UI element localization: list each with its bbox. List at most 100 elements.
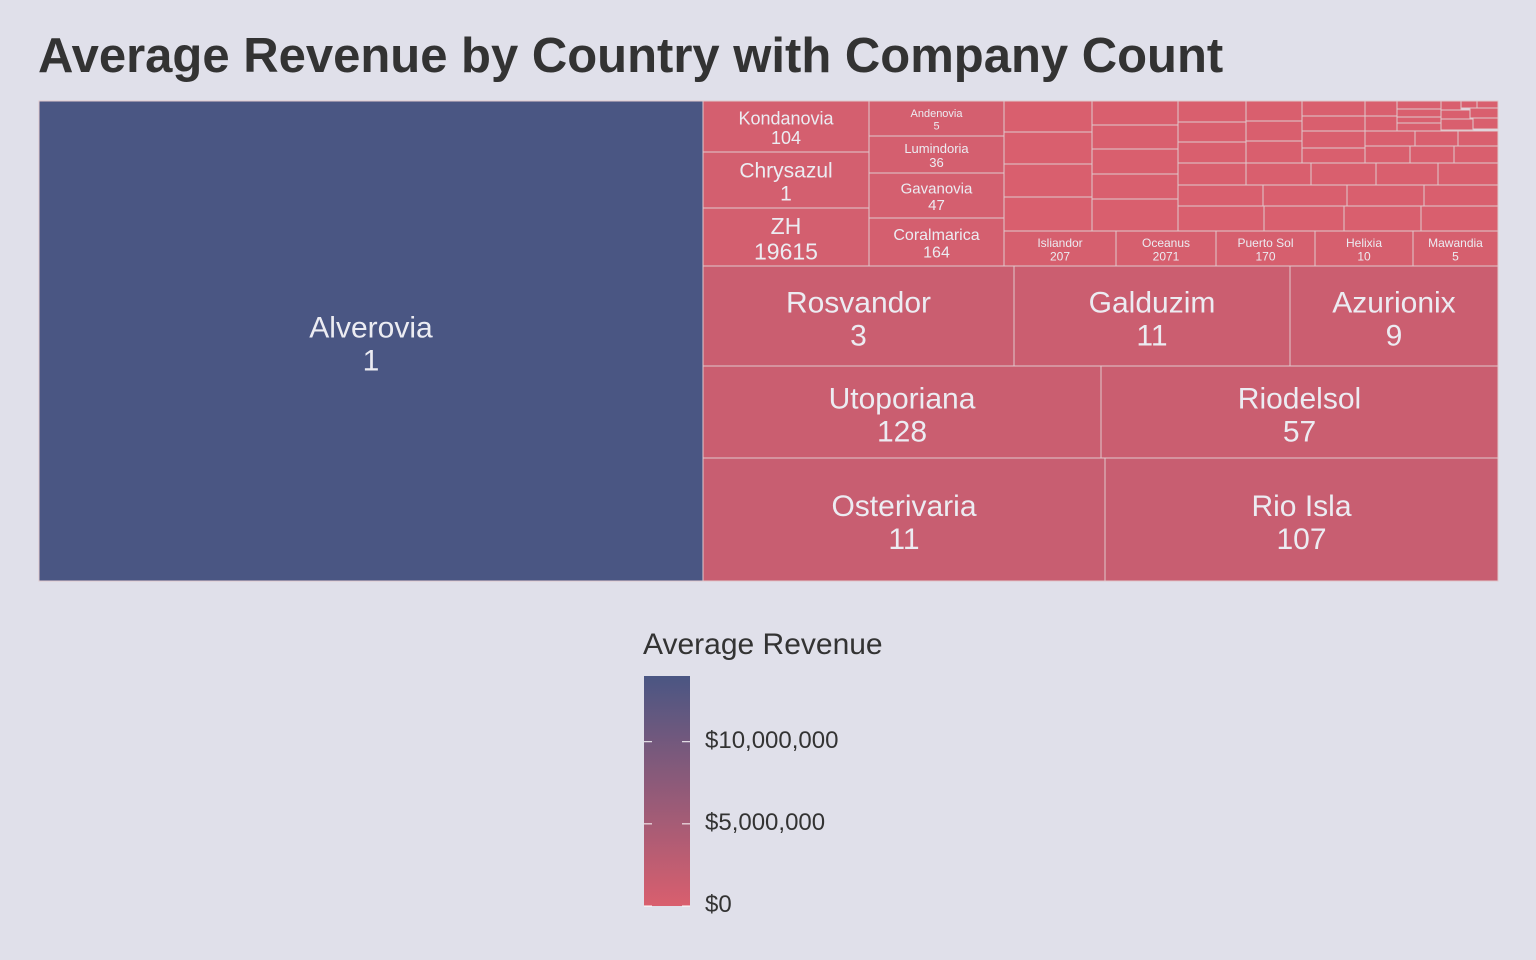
tile-rect [1289, 265, 1499, 367]
treemap-small-tile [1346, 184, 1425, 207]
tile-label: Chrysazul [739, 159, 832, 182]
tile-label: Isliandor [1037, 236, 1082, 250]
tile-count: 164 [923, 245, 950, 262]
treemap-small-tile [1460, 100, 1478, 109]
treemap-small-tile [1177, 100, 1247, 123]
tile-label: Gavanovia [901, 181, 973, 198]
color-legend [644, 676, 690, 907]
treemap-small-tile [1420, 205, 1499, 232]
tile-rect [702, 365, 1102, 459]
tile-label: Puerto Sol [1237, 236, 1293, 250]
tile-count: 5 [1452, 249, 1459, 263]
tile-count: 11 [888, 523, 919, 556]
tile-label: Utoporiana [829, 382, 976, 415]
treemap-small-tile [1440, 118, 1474, 131]
treemap-small-tile [1364, 100, 1398, 117]
tile-count: 19615 [754, 239, 818, 265]
treemap-tiles: Alverovia1Kondanovia104Chrysazul1ZH19615… [38, 100, 1499, 582]
treemap-small-tile [1177, 205, 1265, 232]
treemap-small-tile [1364, 115, 1398, 132]
tile-count: 5 [933, 120, 939, 132]
treemap-small-tiles [1003, 100, 1499, 232]
treemap-small-tile [1469, 107, 1499, 119]
treemap-small-tile [1003, 163, 1093, 198]
legend-tick-label: $5,000,000 [705, 808, 826, 836]
legend-tick-label: $10,000,000 [705, 726, 839, 754]
tile-label: Rio Isla [1251, 490, 1351, 523]
treemap-small-tile [1396, 108, 1442, 118]
treemap-small-tile [1091, 100, 1179, 126]
tile-rect [868, 100, 1005, 137]
treemap-small-tile [1396, 100, 1442, 110]
treemap-small-tile [1437, 162, 1499, 186]
tile-count: 10 [1357, 249, 1371, 263]
treemap-small-tile [1245, 100, 1303, 122]
tile-rect [868, 217, 1005, 267]
treemap-small-tile [1301, 115, 1366, 132]
treemap-small-tile [1091, 124, 1179, 150]
treemap-small-tile [1301, 100, 1366, 117]
treemap-small-tile [1375, 162, 1439, 186]
tile-rect [702, 151, 870, 209]
tile-label: Coralmarica [893, 227, 979, 244]
treemap-small-tile [1301, 130, 1366, 149]
tile-label: ZH [771, 213, 802, 239]
treemap-small-tile [1091, 148, 1179, 175]
tile-rect [1003, 230, 1117, 267]
tile-rect [1104, 457, 1499, 582]
tile-rect [1314, 230, 1414, 267]
tile-label: Rosvandor [786, 286, 931, 319]
treemap-small-tile [1472, 117, 1499, 130]
color-legend-ticks [644, 741, 690, 907]
tile-rect [702, 457, 1106, 582]
tile-label: Mawandia [1428, 236, 1483, 250]
legend-tick-label: $0 [705, 891, 732, 918]
tile-rect [702, 100, 870, 153]
tile-label: Andenovia [911, 108, 964, 120]
tile-count: 1 [363, 344, 380, 377]
treemap-small-tile [1091, 173, 1179, 200]
tile-label: Lumindoria [904, 141, 969, 156]
tile-count: 47 [928, 197, 945, 214]
tile-count: 57 [1283, 415, 1316, 448]
tile-count: 11 [1136, 319, 1167, 352]
tile-label: Galduzim [1089, 286, 1216, 319]
tile-count: 128 [877, 415, 927, 448]
chart-title: Average Revenue by Country with Company … [38, 29, 1224, 83]
legend-title: Average Revenue [643, 628, 883, 661]
tile-count: 36 [929, 155, 943, 170]
tile-rect [38, 100, 704, 582]
treemap-small-tile [1177, 162, 1247, 186]
treemap-small-tile [1423, 184, 1499, 207]
treemap-small-tile [1245, 162, 1312, 186]
color-legend-bar [644, 676, 690, 906]
treemap-small-tile [1177, 184, 1264, 207]
tile-rect [1100, 365, 1499, 459]
treemap-small-tile [1396, 122, 1442, 132]
tile-count: 104 [771, 128, 801, 148]
tile-count: 2071 [1153, 249, 1180, 263]
treemap-small-tile [1310, 162, 1377, 186]
treemap-small-tile [1263, 205, 1345, 232]
tile-count: 1 [780, 183, 792, 206]
treemap-small-tile [1453, 145, 1499, 164]
treemap-small-tile [1440, 100, 1462, 111]
treemap-small-tile [1262, 184, 1348, 207]
treemap-small-tile [1409, 145, 1455, 164]
